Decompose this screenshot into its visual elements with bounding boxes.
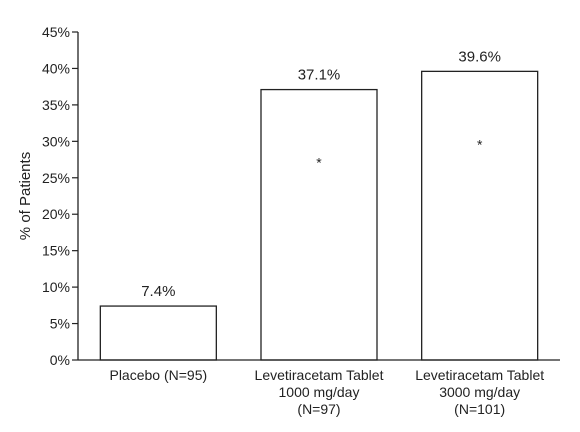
x-tick-label: (N=97) — [297, 401, 340, 417]
y-axis-label: % of Patients — [17, 152, 34, 240]
data-label: 37.1% — [298, 67, 341, 84]
y-tick-label: 30% — [42, 133, 70, 149]
bars: 7.4% 37.1% * 39.6% * — [99, 48, 539, 361]
y-tick-label: 45% — [42, 24, 70, 40]
significance-marker: * — [316, 155, 322, 171]
x-tick-label: Levetiracetam Tablet — [415, 367, 544, 383]
significance-marker: * — [477, 136, 483, 152]
bar — [421, 70, 539, 361]
bar — [260, 88, 378, 361]
x-tick-label: Levetiracetam Tablet — [255, 367, 384, 383]
y-tick-label: 20% — [42, 206, 70, 222]
x-tick-label: Placebo (N=95) — [109, 367, 207, 383]
bar — [99, 305, 217, 361]
x-tick-label: 1000 mg/day — [279, 384, 360, 400]
y-tick-label: 25% — [42, 170, 70, 186]
y-tick-label: 35% — [42, 97, 70, 113]
y-tick-label: 5% — [50, 316, 70, 332]
data-label: 39.6% — [458, 48, 501, 65]
x-tick-label: 3000 mg/day — [439, 384, 520, 400]
y-tick-label: 15% — [42, 243, 70, 259]
data-label: 7.4% — [141, 283, 175, 300]
y-tick-label: 40% — [42, 60, 70, 76]
y-tick-label: 0% — [50, 352, 70, 368]
x-tick-label: (N=101) — [454, 401, 505, 417]
y-tick-label: 10% — [42, 279, 70, 295]
y-axis: 0% 5% 10% 15% 20% 25% 30% 35% 40% 45% — [42, 24, 79, 368]
